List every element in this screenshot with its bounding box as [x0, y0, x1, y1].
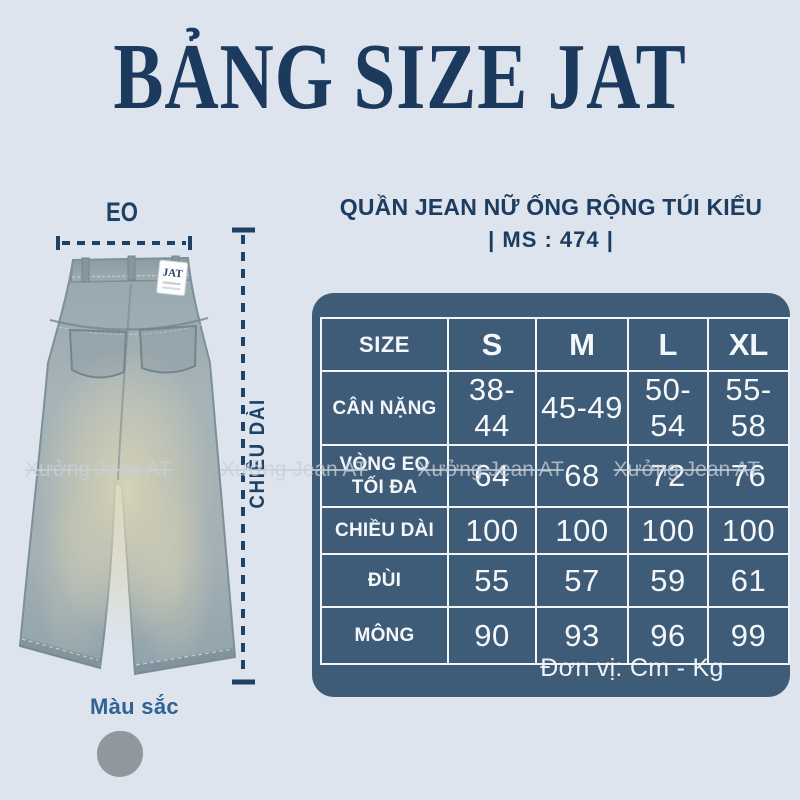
cell-value: 55-58	[707, 370, 790, 446]
cell-value: 90	[447, 606, 537, 665]
unit-note: Đơn vị: Cm - Kg	[540, 654, 724, 682]
table-row-thigh: ĐÙI 55 57 59 61	[320, 553, 790, 608]
waist-measure-line	[56, 236, 192, 250]
color-swatch	[97, 731, 143, 777]
cell-value: 72	[627, 444, 709, 508]
row-label: MÔNG	[320, 606, 449, 665]
belt-loop	[127, 255, 136, 281]
product-code: | MS : 474 |	[488, 227, 614, 252]
size-table-panel: SIZE S M L XL CÂN NẶNG 38-44 45-49 50-54…	[312, 293, 790, 697]
cell-value: 76	[707, 444, 790, 508]
header-xl: XL	[707, 317, 790, 372]
header-l: L	[627, 317, 709, 372]
size-table: SIZE S M L XL CÂN NẶNG 38-44 45-49 50-54…	[320, 317, 790, 665]
waist-measure-label: EO	[105, 197, 138, 227]
row-label: CHIỀU DÀI	[320, 506, 449, 555]
product-name: QUẦN JEAN NỮ ỐNG RỘNG TÚI KIỂU	[339, 194, 763, 220]
cell-value: 38-44	[447, 370, 537, 446]
header-size: SIZE	[320, 317, 449, 372]
cell-value: 99	[707, 606, 790, 665]
color-section-label: Màu sắc	[90, 694, 179, 719]
table-row-length: CHIỀU DÀI 100 100 100 100	[320, 506, 790, 555]
cell-value: 61	[707, 553, 790, 608]
header-s: S	[447, 317, 537, 372]
row-label: CÂN NẶNG	[320, 370, 449, 446]
row-label: VÒNG EO TỐI ĐA	[320, 444, 449, 508]
cell-value: 100	[535, 506, 629, 555]
jeans-pocket	[138, 324, 198, 374]
length-measure-label: CHIỀU DÀI	[246, 397, 269, 509]
jat-tag-label: JAT	[162, 266, 184, 280]
cell-value: 50-54	[627, 370, 709, 446]
cell-value: 45-49	[535, 370, 629, 446]
table-row-hip: MÔNG 90 93 96 99	[320, 606, 790, 665]
cell-value: 59	[627, 553, 709, 608]
cell-value: 55	[447, 553, 537, 608]
jeans-pocket	[68, 328, 128, 379]
product-header: QUẦN JEAN NỮ ỐNG RỘNG TÚI KIỂU | MS : 47…	[312, 190, 790, 256]
row-label: ĐÙI	[320, 553, 449, 608]
cell-value: 57	[535, 553, 629, 608]
cell-value: 64	[447, 444, 537, 508]
table-row-waist-max: VÒNG EO TỐI ĐA 64 68 72 76	[320, 444, 790, 508]
table-header-row: SIZE S M L XL	[320, 317, 790, 372]
cell-value: 100	[627, 506, 709, 555]
cell-value: 96	[627, 606, 709, 665]
page-title: BẢNG SIZE JAT	[113, 25, 687, 129]
jat-hang-tag: JAT	[156, 259, 189, 297]
table-row-weight: CÂN NẶNG 38-44 45-49 50-54 55-58	[320, 370, 790, 446]
jeans-photo: JAT	[18, 255, 237, 676]
header-m: M	[535, 317, 629, 372]
cell-value: 100	[447, 506, 537, 555]
belt-loop	[81, 257, 90, 283]
cell-value: 100	[707, 506, 790, 555]
cell-value: 93	[535, 606, 629, 665]
cell-value: 68	[535, 444, 629, 508]
length-measure-line	[232, 227, 255, 685]
